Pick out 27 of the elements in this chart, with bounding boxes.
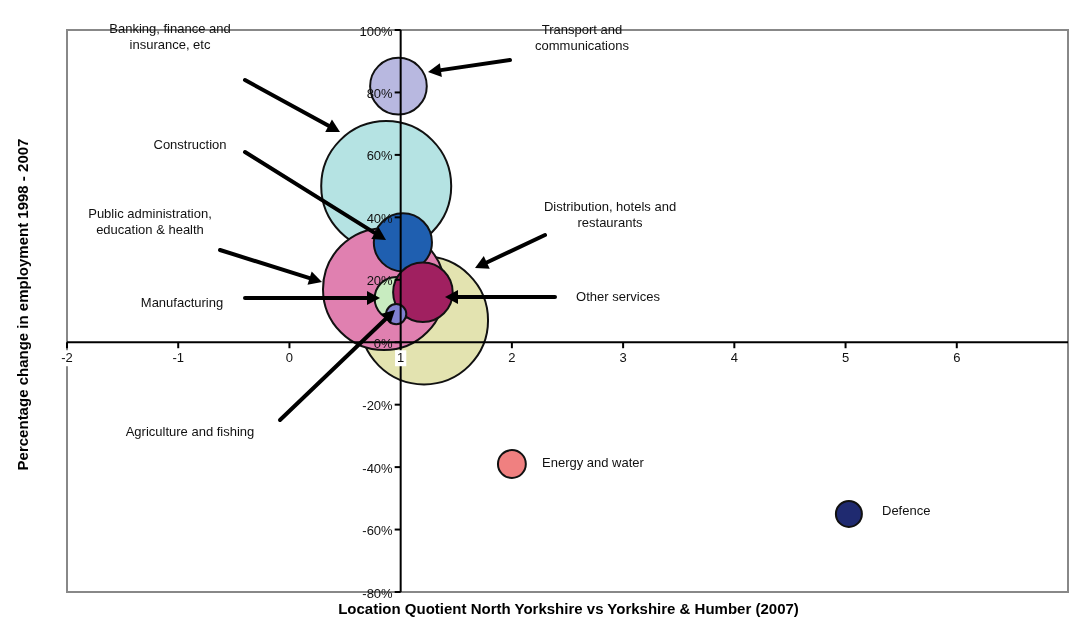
- x-tick-label: 6: [953, 350, 961, 366]
- y-tick-label: -20%: [362, 398, 394, 414]
- y-tick-label: 100%: [359, 23, 394, 39]
- y-tick-label: -60%: [362, 523, 394, 539]
- x-tick-label: 3: [619, 350, 627, 366]
- y-axis-title: Percentage change in employment 1998 - 2007: [14, 138, 32, 470]
- annotation: Banking, finance and insurance, etc: [108, 21, 232, 53]
- annotation: Agriculture and fishing: [124, 424, 256, 440]
- x-tick-label: 2: [508, 350, 516, 366]
- x-tick-label: 1: [397, 350, 405, 366]
- x-tick-label: 4: [730, 350, 738, 366]
- y-tick-label: -80%: [362, 585, 394, 601]
- annotation: Other services: [575, 289, 661, 305]
- annotation: Public administration, education & health: [87, 206, 213, 238]
- annotation: Energy and water: [542, 455, 644, 471]
- annotation: Defence: [882, 503, 931, 519]
- x-axis-title: Location Quotient North Yorkshire vs Yorkshire & Humber (2007): [337, 600, 800, 617]
- x-tick-label: 5: [841, 350, 850, 366]
- annotation: Distribution, hotels and restaurants: [542, 199, 678, 231]
- annotation: Transport and communications: [534, 22, 630, 54]
- x-tick-label: 0: [285, 350, 294, 366]
- annotation: Construction: [152, 137, 228, 153]
- x-tick-label: -1: [172, 350, 184, 366]
- y-tick-label: 60%: [366, 148, 394, 164]
- annotation: Manufacturing: [139, 295, 225, 311]
- y-tick-label: -40%: [362, 460, 394, 476]
- x-tick-label: -2: [61, 350, 73, 366]
